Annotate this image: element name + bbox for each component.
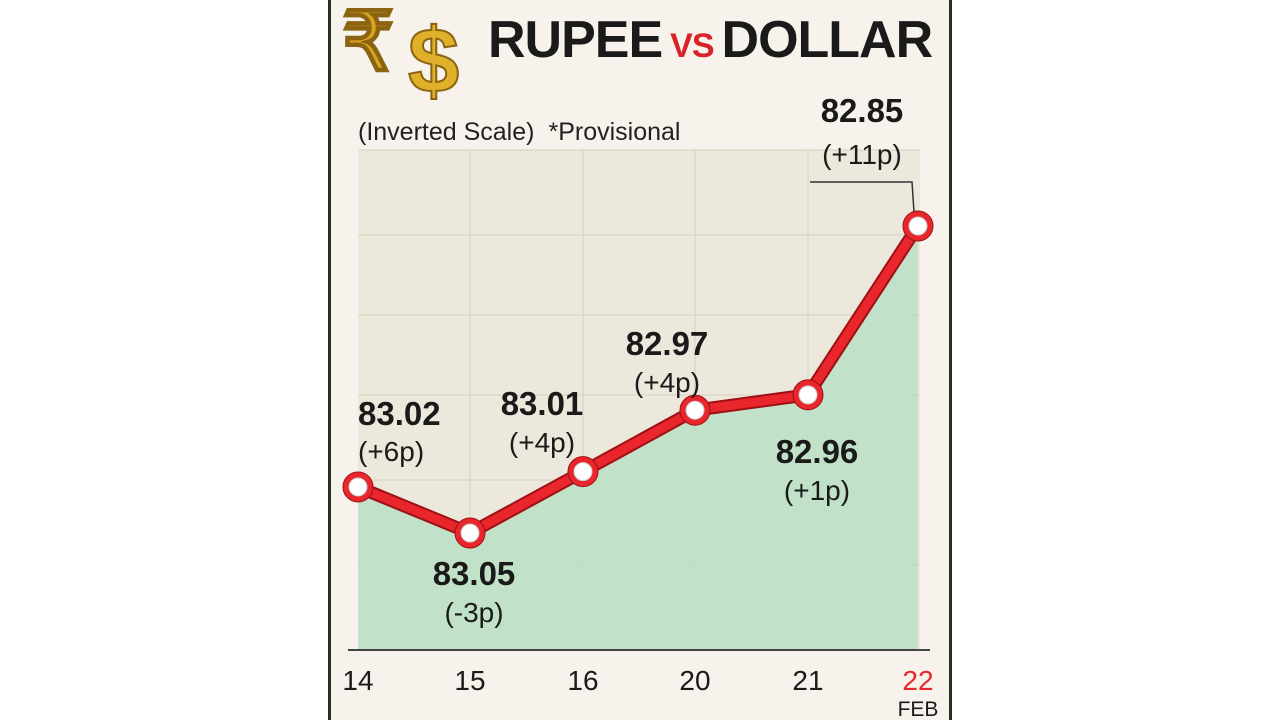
x-tick-label: 15 xyxy=(454,665,485,696)
data-label: 83.01 xyxy=(501,385,584,422)
x-tick-label: 20 xyxy=(679,665,710,696)
data-point-center xyxy=(573,462,593,482)
change-label: (+6p) xyxy=(358,436,424,467)
data-point-center xyxy=(460,523,480,543)
title-dollar: DOLLAR xyxy=(721,11,934,69)
data-point-center xyxy=(908,216,928,236)
data-point-center xyxy=(348,477,368,497)
chart-title: RUPEE VS DOLLAR xyxy=(488,10,934,80)
x-tick-label: 21 xyxy=(792,665,823,696)
change-label: (+4p) xyxy=(509,427,575,458)
note-inverted-scale: (Inverted Scale) xyxy=(358,118,535,146)
currency-logo: ₹ $ xyxy=(341,0,460,110)
data-point-center xyxy=(685,400,705,420)
data-label: 83.02 xyxy=(358,395,441,432)
callout-line xyxy=(810,181,915,213)
title-vs: VS xyxy=(670,27,714,65)
data-label: 83.05 xyxy=(433,555,516,592)
title-rupee: RUPEE xyxy=(488,11,663,69)
svg-text:$: $ xyxy=(408,10,459,110)
rupee-symbol-icon: ₹ xyxy=(341,0,395,89)
change-label: (+11p) xyxy=(822,139,902,170)
change-label: (-3p) xyxy=(444,597,503,628)
x-tick-label: 16 xyxy=(567,665,598,696)
x-tick-sublabel: FEB xyxy=(898,698,939,720)
dollar-symbol-icon: $ xyxy=(407,9,460,110)
note-provisional: *Provisional xyxy=(548,118,681,146)
area-fill xyxy=(358,226,918,650)
data-point-center xyxy=(798,385,818,405)
x-tick-label: 14 xyxy=(342,665,373,696)
change-label: (+4p) xyxy=(634,367,700,398)
chart-notes: (Inverted Scale) *Provisional xyxy=(358,118,680,147)
data-label: 82.85 xyxy=(821,92,904,129)
data-label: 82.96 xyxy=(776,433,859,470)
x-tick-label: 22 xyxy=(902,665,933,696)
data-label: 82.97 xyxy=(626,325,709,362)
svg-text:₹: ₹ xyxy=(342,0,394,88)
change-label: (+1p) xyxy=(784,475,850,506)
series-line xyxy=(353,221,923,538)
